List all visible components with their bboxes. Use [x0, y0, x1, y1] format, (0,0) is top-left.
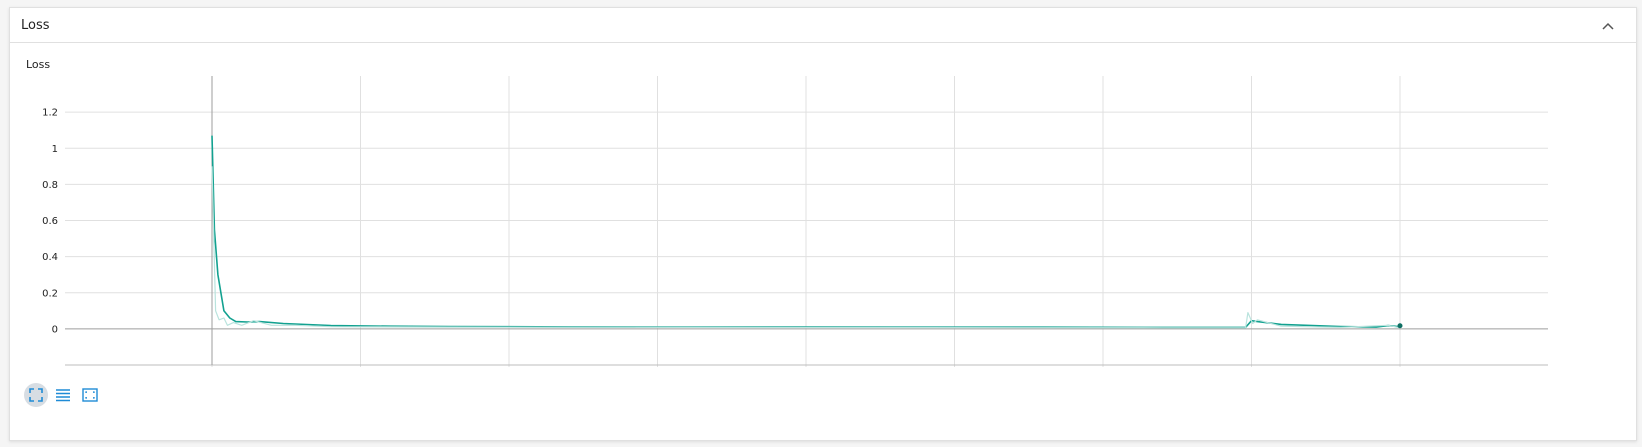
y-tick-labels: 0 0.2 0.4 0.6 0.8 1 1.2 — [42, 108, 58, 336]
fullscreen-icon — [29, 388, 43, 402]
card-title: Loss — [21, 17, 50, 33]
series-end-point — [1397, 323, 1403, 329]
fit-domain-button[interactable] — [78, 383, 102, 407]
axes — [65, 76, 1548, 366]
fit-domain-icon — [82, 388, 98, 402]
list-icon — [56, 389, 70, 402]
toggle-log-scale-button[interactable] — [51, 383, 75, 407]
chart-toolbar — [24, 383, 102, 407]
chevron-up-icon[interactable] — [1600, 18, 1616, 34]
series — [211, 135, 1403, 329]
y-tick-label: 0.8 — [42, 180, 58, 191]
fullscreen-button[interactable] — [24, 383, 48, 407]
y-tick-label: 0.6 — [42, 216, 58, 227]
card-header[interactable]: Loss — [10, 8, 1636, 43]
y-tick-label: 0 — [52, 324, 58, 335]
raw-loss-line — [211, 166, 1401, 329]
y-tick-label: 0.4 — [42, 252, 58, 263]
loss-card: Loss Loss 0 0.2 0.4 0.6 0.8 1 1.2 — [9, 7, 1637, 441]
y-tick-label: 1 — [52, 144, 58, 155]
y-tick-label: 0.2 — [42, 288, 58, 299]
loss-chart[interactable]: 0 0.2 0.4 0.6 0.8 1 1.2 — [10, 8, 1636, 440]
chart-title: Loss — [26, 58, 51, 71]
y-tick-label: 1.2 — [42, 108, 58, 119]
